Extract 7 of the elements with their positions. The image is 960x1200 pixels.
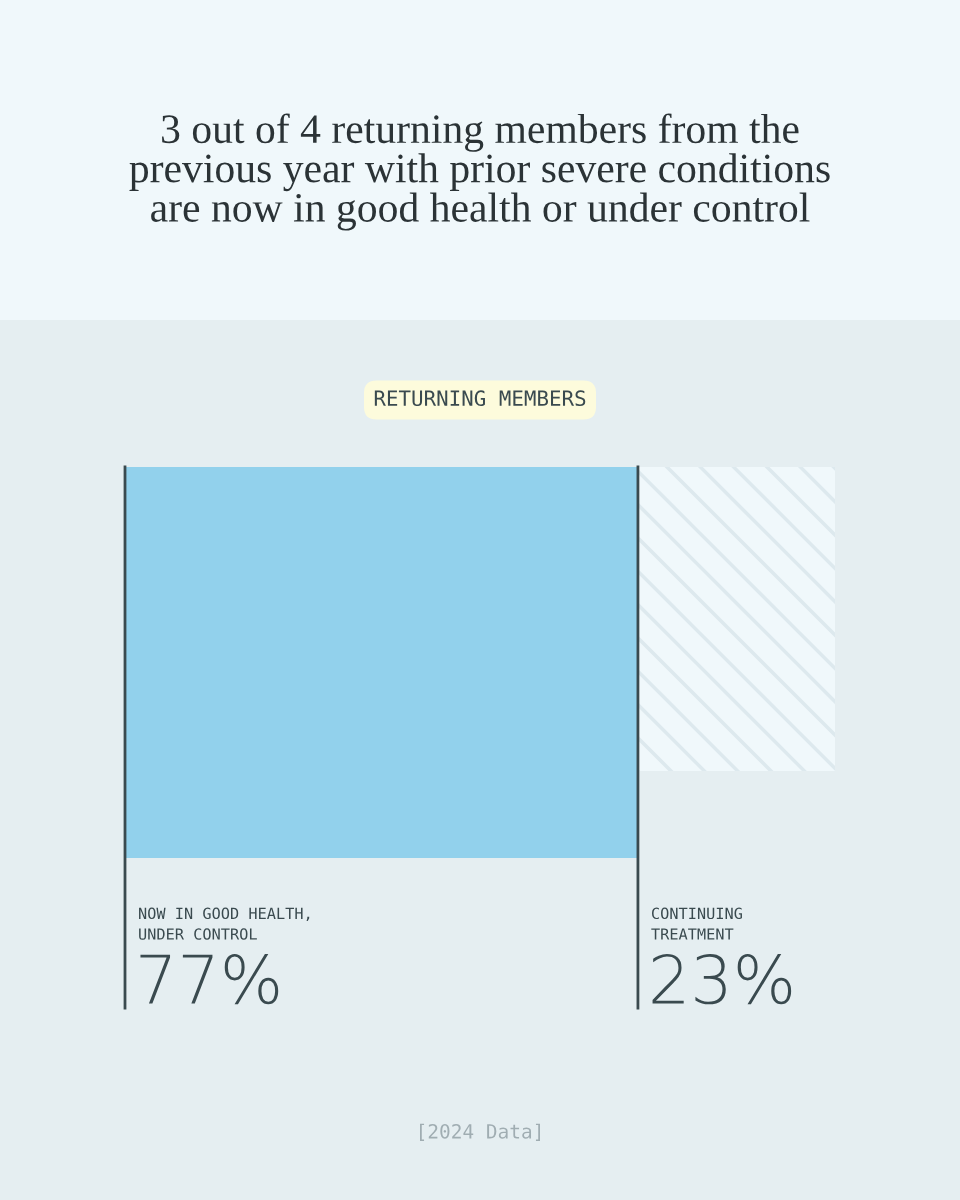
data-label: 77%: [140, 953, 279, 1005]
text: 3 out of 4 returning members from the previous year with prior severe conditions are now in good health or under control: [129, 113, 830, 231]
data-label: 23%: [652, 953, 792, 1005]
text: [2024 Data]: [420, 1123, 540, 1141]
text: RETURNING MEMBERS: [374, 390, 586, 407]
category-label: NOW IN GOOD HEALTH, UNDER CONTROL: [139, 907, 310, 940]
category-label: CONTINUING TREATMENT: [651, 907, 742, 940]
